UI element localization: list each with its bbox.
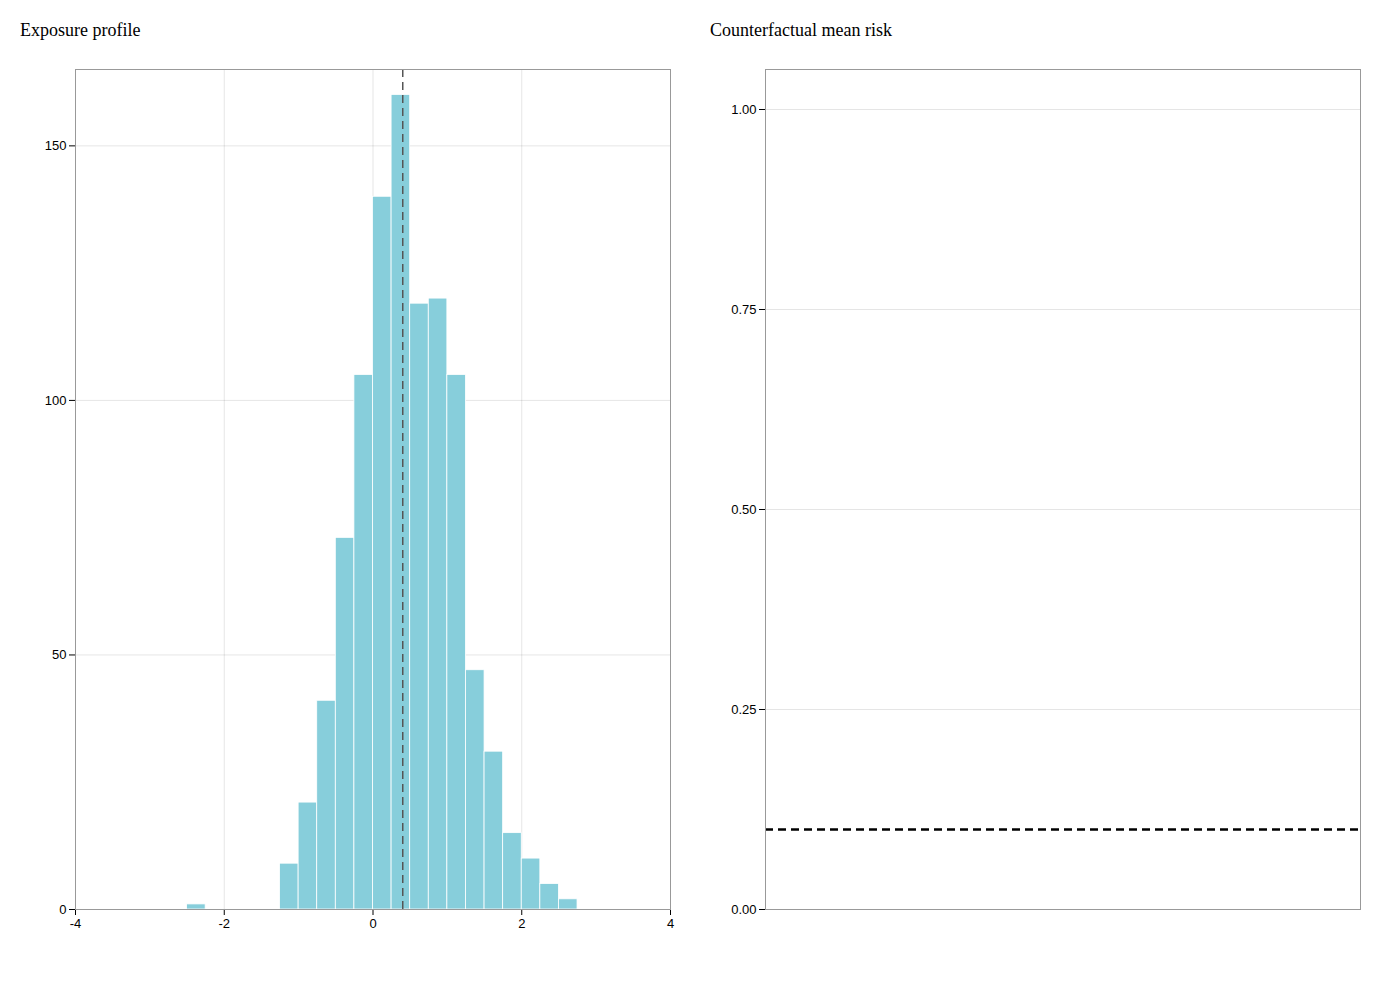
svg-text:0.00: 0.00	[731, 902, 756, 917]
svg-text:0: 0	[59, 902, 66, 917]
svg-text:50: 50	[52, 647, 66, 662]
svg-text:4: 4	[667, 916, 674, 931]
svg-text:-2: -2	[218, 916, 230, 931]
svg-text:100: 100	[45, 393, 67, 408]
svg-text:2: 2	[518, 916, 525, 931]
svg-text:0.25: 0.25	[731, 702, 756, 717]
svg-text:-4: -4	[70, 916, 82, 931]
html-text:Counterfactual mean risk: Counterfactual mean risk	[710, 20, 892, 40]
svg-text:0.50: 0.50	[731, 502, 756, 517]
svg-text:150: 150	[45, 138, 67, 153]
svg-text:0: 0	[369, 916, 376, 931]
html-text:Exposure profile: Exposure profile	[20, 20, 141, 40]
svg-text:0.75: 0.75	[731, 302, 756, 317]
svg-text:1.00: 1.00	[731, 102, 756, 117]
